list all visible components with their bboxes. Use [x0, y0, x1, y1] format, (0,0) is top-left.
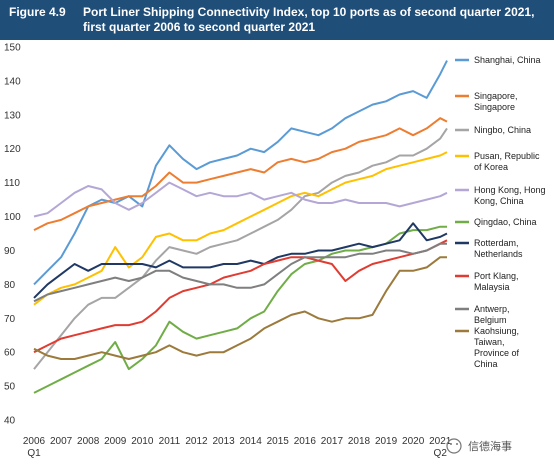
x-sub-tick-label: Q2 [434, 448, 448, 459]
legend-label-8: Antwerp, Belgium [474, 304, 510, 325]
y-tick-label: 100 [4, 212, 21, 223]
wechat-icon [446, 438, 462, 454]
x-tick-label: 2013 [212, 436, 235, 447]
chart-title: Port Liner Shipping Connectivity Index, … [83, 5, 535, 34]
series-line-9 [33, 256, 447, 360]
x-tick-label: 2007 [50, 436, 73, 447]
figure-label: Figure 4.9 [9, 5, 66, 19]
series-lines [33, 60, 448, 394]
y-tick-label: 150 [4, 43, 21, 54]
x-tick-label: 2017 [321, 436, 344, 447]
legend-label-1: Singapore, Singapore [474, 91, 518, 112]
legend-label-9: Kaohsiung, Taiwan, Province of China [474, 326, 520, 369]
y-tick-label: 110 [4, 178, 20, 189]
y-axis: 40 50 60 70 80 90 100 110 120 130 140 150 [4, 43, 21, 427]
y-tick-label: 50 [4, 382, 16, 393]
x-tick-label: 2012 [185, 436, 208, 447]
y-tick-label: 60 [4, 348, 16, 359]
y-tick-label: 90 [4, 246, 16, 257]
x-tick-label: 2008 [77, 436, 100, 447]
legend-label-5: Qingdao, China [474, 217, 537, 227]
x-tick-label: 2006 [23, 436, 46, 447]
x-tick-label: 2019 [375, 436, 398, 447]
legend-label-6: Rotterdam, Netherlands [474, 238, 523, 259]
series-line-4 [33, 181, 448, 218]
legend-label-2: Ningbo, China [474, 125, 531, 135]
figure-header: Figure 4.9 Port Liner Shipping Connectiv… [0, 0, 554, 40]
y-tick-label: 130 [4, 110, 21, 121]
series-line-0 [33, 60, 448, 286]
x-tick-label: 2010 [131, 436, 154, 447]
series-line-1 [33, 117, 448, 231]
series-line-7 [33, 239, 448, 354]
wechat-icon-eye-right [456, 443, 458, 445]
legend-label-0: Shanghai, China [474, 55, 541, 65]
y-tick-label: 40 [4, 416, 16, 427]
y-tick-label: 70 [4, 314, 16, 325]
watermark: 信德海事 [446, 438, 512, 454]
x-tick-label: 2015 [267, 436, 290, 447]
series-line-6 [33, 222, 448, 299]
legend-label-4: Hong Kong, Hong Kong, China [474, 185, 546, 206]
y-tick-label: 140 [4, 76, 21, 87]
x-tick-label: 2020 [402, 436, 425, 447]
x-tick-label: 2011 [159, 436, 181, 447]
x-tick-label: 2018 [348, 436, 371, 447]
legend: Shanghai, China Singapore, Singapore Ningbo… [455, 55, 546, 369]
x-tick-label: 2016 [294, 436, 317, 447]
series-line-2 [33, 127, 448, 370]
x-tick-label: 2009 [104, 436, 127, 447]
watermark-text: 信德海事 [468, 439, 512, 453]
legend-label-3: Pusan, Republic of Korea [474, 151, 540, 172]
series-line-8 [33, 242, 447, 303]
y-tick-label: 80 [4, 280, 16, 291]
wechat-icon-eye-left [450, 443, 452, 445]
x-tick-label: 2021 [429, 436, 452, 447]
x-sub-tick-label: Q1 [27, 448, 41, 459]
x-tick-label: 2014 [240, 436, 263, 447]
y-tick-label: 120 [4, 144, 21, 155]
series-line-3 [33, 151, 448, 306]
legend-label-7: Port Klang, Malaysia [474, 271, 519, 292]
